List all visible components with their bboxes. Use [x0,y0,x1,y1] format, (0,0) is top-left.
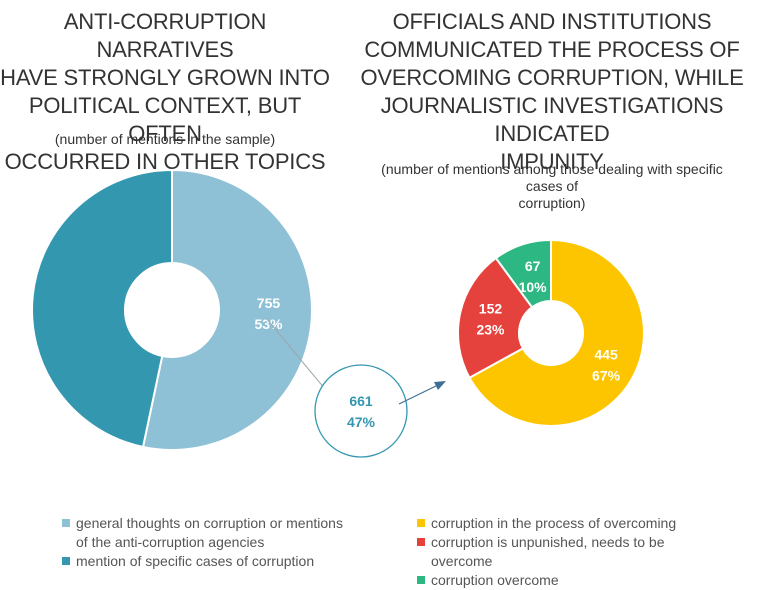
legend-swatch [417,538,425,546]
callout-arrow-line [398,384,439,405]
slice-percent-label: 67% [592,368,621,384]
legend-item: mention of specific cases of corruption [62,552,352,571]
slice-value-label: 67 [525,258,541,274]
left-legend: general thoughts on corruption or mentio… [62,514,352,571]
left-chart-subtitle: (number of mentions in the sample) [54,131,276,147]
slice-value-label: 661 [349,393,373,409]
legend-swatch [62,557,70,565]
legend-label: corruption in the process of overcoming [431,515,677,531]
right-chart-subtitle: (number of mentions among those dealing … [381,161,723,211]
leader-line [265,317,331,396]
slice-value-label: 445 [594,347,618,363]
right-donut-chart: 445 67% 152 23% 67 10% [457,238,645,427]
legend-item: corruption in the process of overcoming [417,514,717,533]
right-legend: corruption in the process of overcoming … [417,514,717,590]
donut-slice [494,238,552,309]
callout-arrowhead-icon [434,381,446,390]
legend-swatch [417,576,425,584]
legend-label: general thoughts on corruption or mentio… [76,515,343,550]
donut-slice [457,256,534,380]
legend-item: general thoughts on corruption or mentio… [62,514,352,552]
callout-circle [314,364,408,458]
slice-percent-label: 10% [519,279,548,295]
donut-slice [31,168,173,449]
slice-value-label: 755 [257,295,281,311]
legend-label: corruption is unpunished, needs to be ov… [431,534,665,569]
donut-slice [468,238,645,427]
legend-item: corruption is unpunished, needs to be ov… [417,533,717,571]
slice-percent-label: 53% [254,316,283,332]
legend-item: corruption overcome [417,571,717,590]
slice-percent-label: 47% [347,414,376,430]
legend-swatch [417,519,425,527]
right-chart-title: OFFICIALS AND INSTITUTIONS COMMUNICATED … [360,9,744,174]
legend-label: mention of specific cases of corruption [76,553,315,569]
left-chart-title: ANTI-CORRUPTION NARRATIVES HAVE STRONGLY… [0,9,330,174]
legend-label: corruption overcome [431,572,559,588]
slice-value-label: 152 [479,301,503,317]
donut-slice [141,168,313,451]
slice-percent-label: 23% [476,322,505,338]
legend-swatch [62,519,70,527]
